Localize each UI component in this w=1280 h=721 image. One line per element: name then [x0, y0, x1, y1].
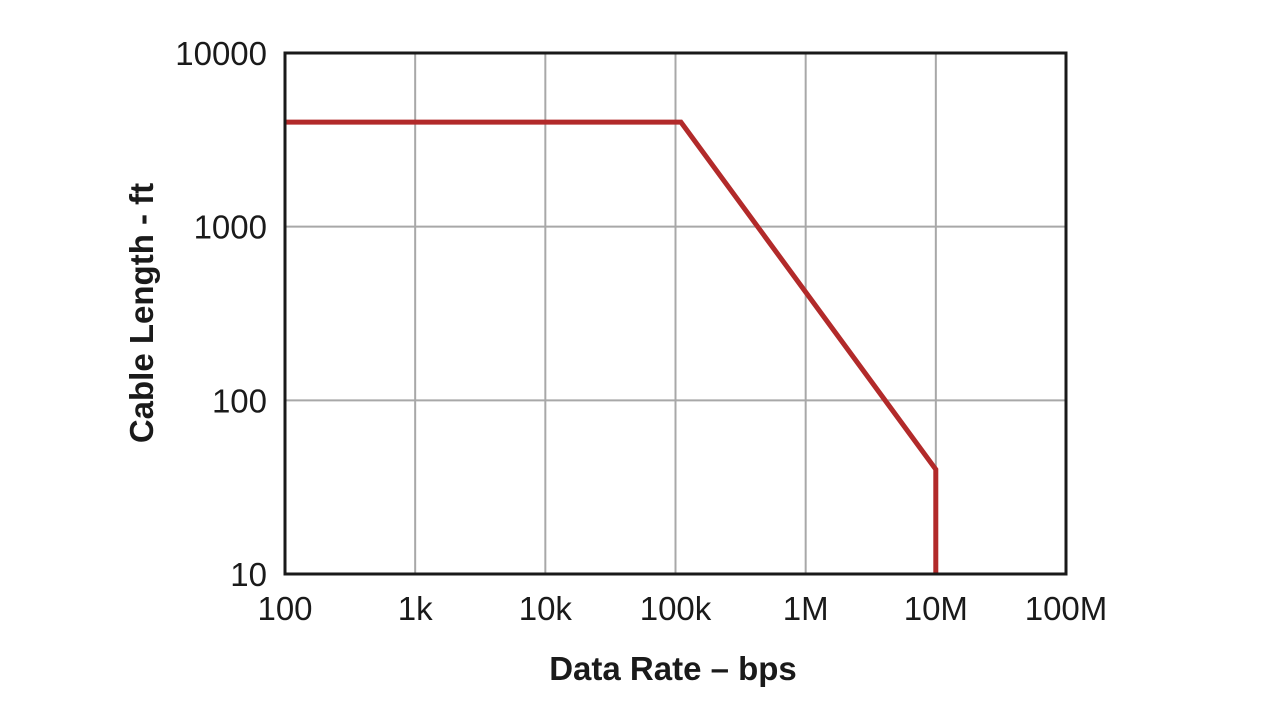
x-tick-label: 100k — [640, 590, 712, 627]
y-tick-label: 10000 — [175, 35, 267, 72]
series-line — [285, 119, 939, 574]
x-tick-label: 10k — [519, 590, 573, 627]
y-tick-label: 100 — [212, 382, 267, 419]
grid — [285, 53, 1066, 574]
y-axis-title: Cable Length - ft — [123, 183, 160, 443]
x-tick-label: 1k — [398, 590, 433, 627]
x-axis-title: Data Rate – bps — [549, 650, 797, 687]
series-layer — [285, 119, 939, 574]
x-tick-label: 100 — [257, 590, 312, 627]
plot-area-frame — [283, 51, 1068, 576]
x-tick-label: 10M — [904, 590, 968, 627]
x-axis-tick-labels: 100 1k 10k 100k 1M 10M 100M — [257, 590, 1107, 627]
y-axis-tick-labels: 10 100 1000 10000 — [175, 35, 267, 593]
y-tick-label: 1000 — [194, 209, 267, 246]
y-tick-label: 10 — [230, 556, 267, 593]
x-tick-label: 1M — [783, 590, 829, 627]
x-tick-label: 100M — [1025, 590, 1108, 627]
